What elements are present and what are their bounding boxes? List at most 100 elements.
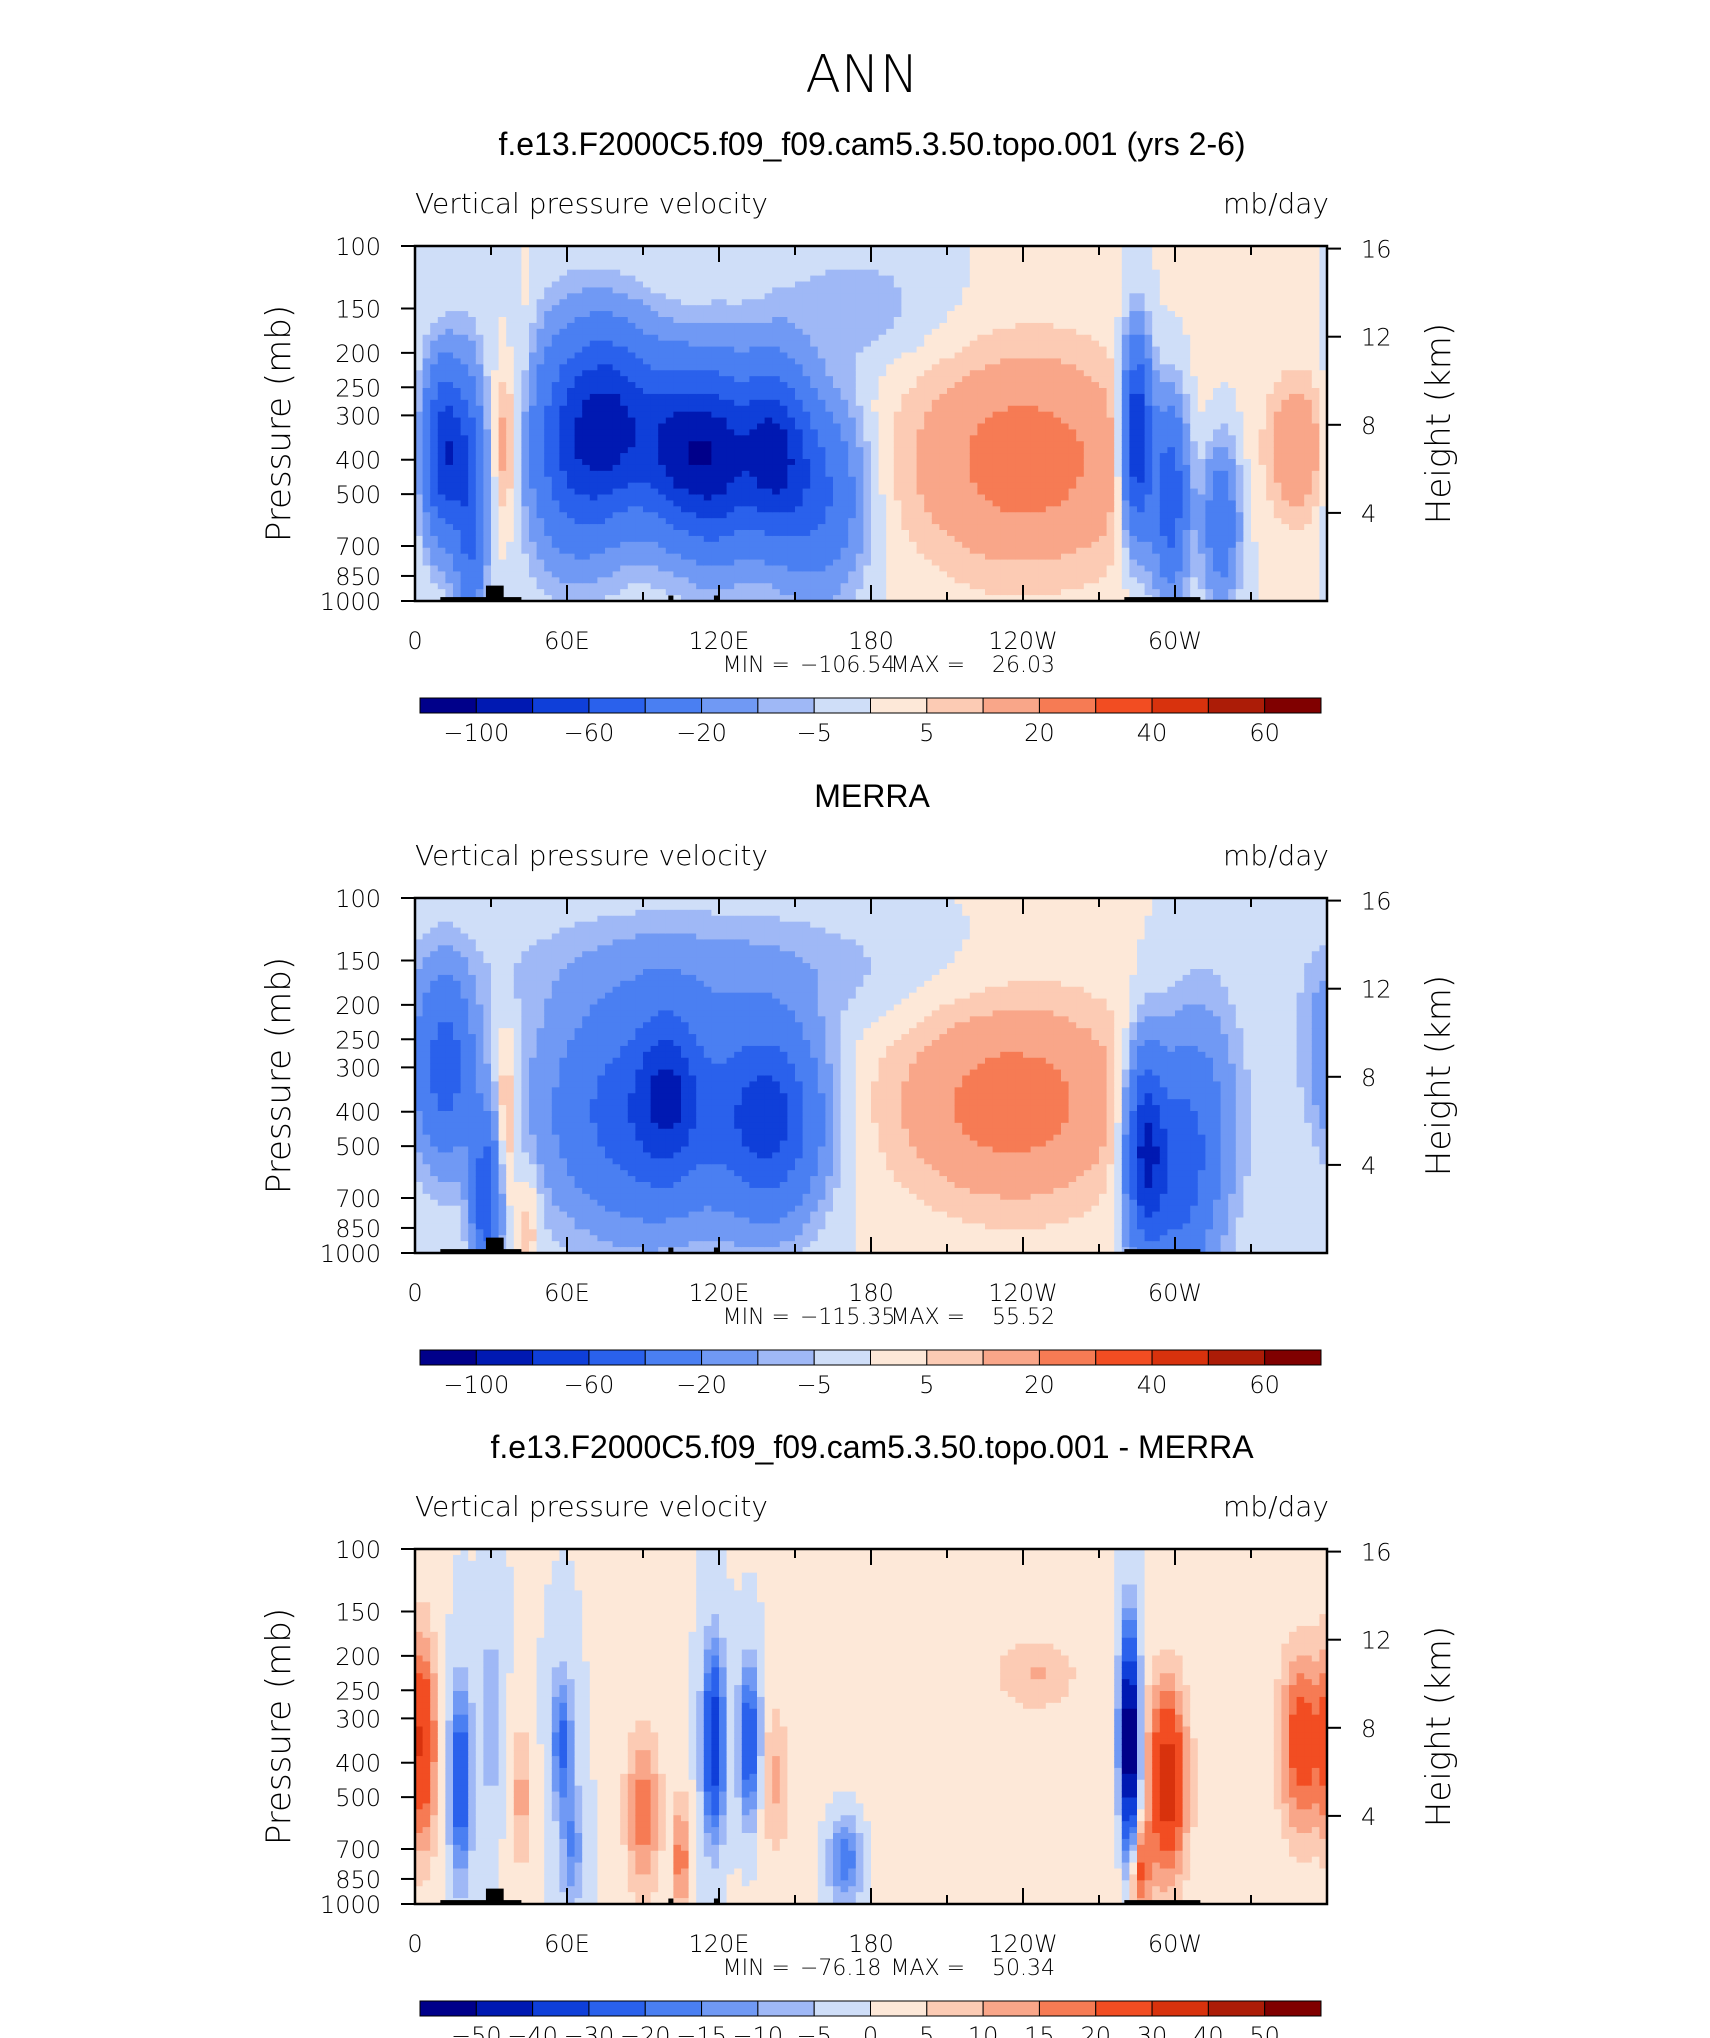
contour-cell — [627, 447, 636, 454]
contour-cell — [567, 263, 576, 271]
contour-cell — [1038, 506, 1047, 513]
contour-cell — [589, 328, 598, 336]
contour-cell — [582, 269, 591, 277]
contour-cell — [506, 500, 515, 507]
contour-cell — [817, 482, 826, 490]
contour-cell — [1007, 417, 1016, 424]
contour-cell — [924, 464, 933, 472]
contour-cell — [825, 399, 834, 407]
contour-cell — [513, 293, 522, 300]
contour-cell — [977, 352, 986, 359]
contour-cell — [886, 441, 895, 448]
contour-cell — [430, 388, 439, 395]
contour-cell — [445, 328, 454, 336]
contour-cell — [567, 251, 576, 259]
contour-cell — [582, 453, 591, 460]
contour-cell — [764, 494, 773, 501]
contour-cell — [681, 370, 690, 377]
contour-cell — [741, 524, 750, 531]
contour-cell — [817, 334, 826, 342]
contour-cell — [688, 571, 697, 578]
contour-cell — [597, 322, 606, 330]
contour-cell — [559, 399, 568, 407]
contour-cell — [977, 488, 986, 495]
contour-cell — [810, 328, 819, 336]
contour-cell — [498, 524, 507, 531]
contour-cell — [924, 370, 933, 377]
contour-cell — [795, 328, 804, 336]
contour-cell — [886, 405, 895, 413]
contour-cell — [574, 541, 583, 549]
contour-cell — [681, 334, 690, 342]
contour-cell — [969, 376, 978, 383]
contour-cell — [734, 500, 743, 507]
contour-cell — [825, 482, 834, 490]
contour-cell — [741, 257, 750, 265]
contour-cell — [878, 364, 887, 371]
contour-cell — [749, 317, 758, 324]
contour-cell — [969, 275, 978, 282]
contour-cell — [711, 494, 720, 501]
contour-cell — [430, 293, 439, 300]
contour-cell — [521, 370, 530, 377]
contour-cell — [422, 571, 431, 578]
contour-cell — [969, 281, 978, 288]
contour-cell — [871, 251, 880, 259]
contour-cell — [643, 577, 652, 584]
contour-cell — [931, 299, 940, 306]
contour-cell — [536, 399, 545, 407]
contour-cell — [985, 535, 994, 543]
contour-cell — [612, 287, 621, 294]
contour-cell — [757, 482, 766, 490]
contour-cell — [954, 287, 963, 294]
contour-cell — [787, 376, 796, 383]
contour-cell — [589, 251, 598, 259]
contour-cell — [802, 583, 811, 590]
contour-cell — [620, 269, 629, 277]
contour-cell — [779, 459, 788, 466]
contour-cell — [901, 559, 910, 566]
contour-cell — [757, 547, 766, 555]
contour-cell — [422, 482, 431, 490]
contour-cell — [498, 287, 507, 294]
contour-cell — [681, 589, 690, 596]
contour-cell — [506, 441, 515, 448]
contour-cell — [643, 299, 652, 306]
contour-cell — [589, 275, 598, 282]
contour-cell — [491, 429, 500, 436]
contour-cell — [491, 399, 500, 407]
contour-cell — [772, 553, 781, 561]
contour-cell — [1023, 281, 1032, 288]
contour-cell — [931, 423, 940, 430]
contour-cell — [825, 299, 834, 306]
contour-cell — [871, 571, 880, 578]
contour-cell — [977, 476, 986, 484]
contour-cell — [445, 287, 454, 294]
contour-cell — [498, 305, 507, 312]
contour-cell — [422, 388, 431, 395]
contour-cell — [939, 376, 948, 383]
contour-cell — [741, 506, 750, 513]
contour-cell — [795, 459, 804, 466]
contour-cell — [422, 423, 431, 430]
contour-cell — [551, 530, 560, 537]
contour-cell — [551, 547, 560, 555]
contour-cell — [643, 311, 652, 318]
contour-cell — [734, 447, 743, 454]
contour-cell — [605, 459, 614, 466]
contour-cell — [529, 530, 538, 537]
contour-cell — [840, 464, 849, 472]
contour-cell — [977, 494, 986, 501]
contour-cell — [445, 388, 454, 395]
contour-cell — [947, 299, 956, 306]
contour-cell — [483, 411, 492, 419]
contour-cell — [643, 470, 652, 478]
contour-cell — [817, 589, 826, 596]
contour-cell — [589, 263, 598, 271]
contour-cell — [574, 447, 583, 454]
contour-cell — [483, 535, 492, 543]
contour-cell — [787, 589, 796, 596]
contour-cell — [468, 311, 477, 318]
contour-cell — [529, 322, 538, 330]
contour-cell — [992, 435, 1001, 442]
